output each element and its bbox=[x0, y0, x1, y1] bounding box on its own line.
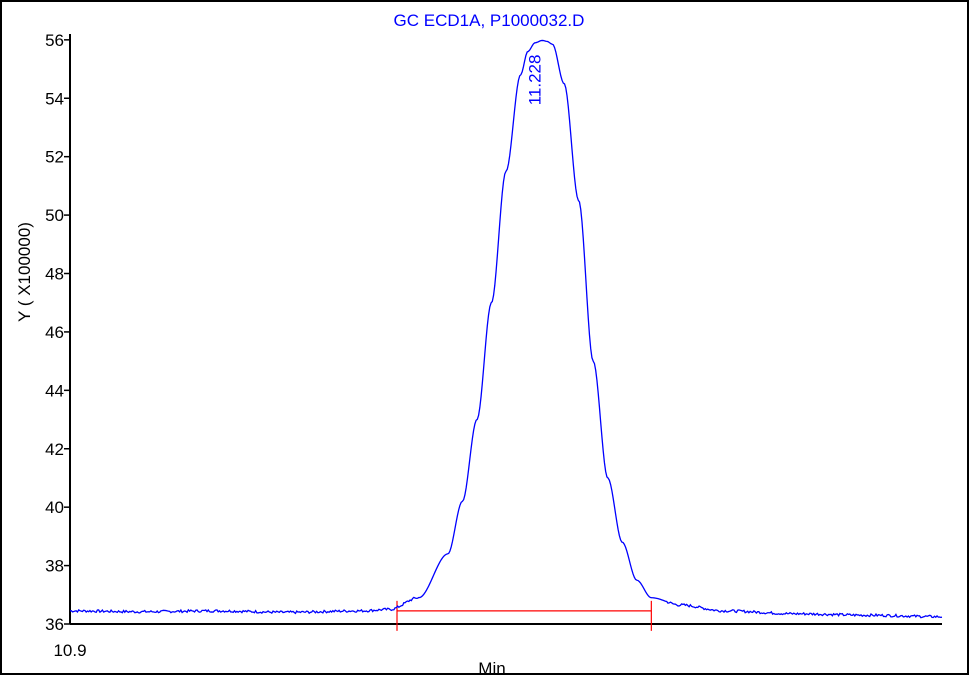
y-tick-label: 42 bbox=[45, 440, 64, 459]
y-ticks: 36 38 40 42 44 46 48 50 52 54 56 bbox=[45, 31, 70, 634]
y-tick-label: 38 bbox=[45, 557, 64, 576]
x-axis-title: Min bbox=[478, 659, 505, 677]
chromatogram-trace bbox=[70, 40, 942, 617]
axes bbox=[70, 34, 942, 624]
y-tick-label: 46 bbox=[45, 323, 64, 342]
y-tick-label: 56 bbox=[45, 31, 64, 50]
y-tick-label: 52 bbox=[45, 148, 64, 167]
y-tick-label: 36 bbox=[45, 615, 64, 634]
integration-baseline bbox=[397, 601, 651, 631]
chart-title: GC ECD1A, P1000032.D bbox=[394, 11, 585, 30]
y-axis-title: Y ( X100000) bbox=[15, 222, 34, 322]
y-tick-label: 50 bbox=[45, 206, 64, 225]
y-tick-label: 44 bbox=[45, 381, 64, 400]
y-tick-label: 48 bbox=[45, 265, 64, 284]
peak-label: 11.228 bbox=[526, 55, 545, 106]
x-tick-label: 10.9 bbox=[53, 641, 86, 660]
y-tick-label: 54 bbox=[45, 89, 64, 108]
x-ticks: 10.9 bbox=[53, 641, 86, 660]
y-tick-label: 40 bbox=[45, 498, 64, 517]
